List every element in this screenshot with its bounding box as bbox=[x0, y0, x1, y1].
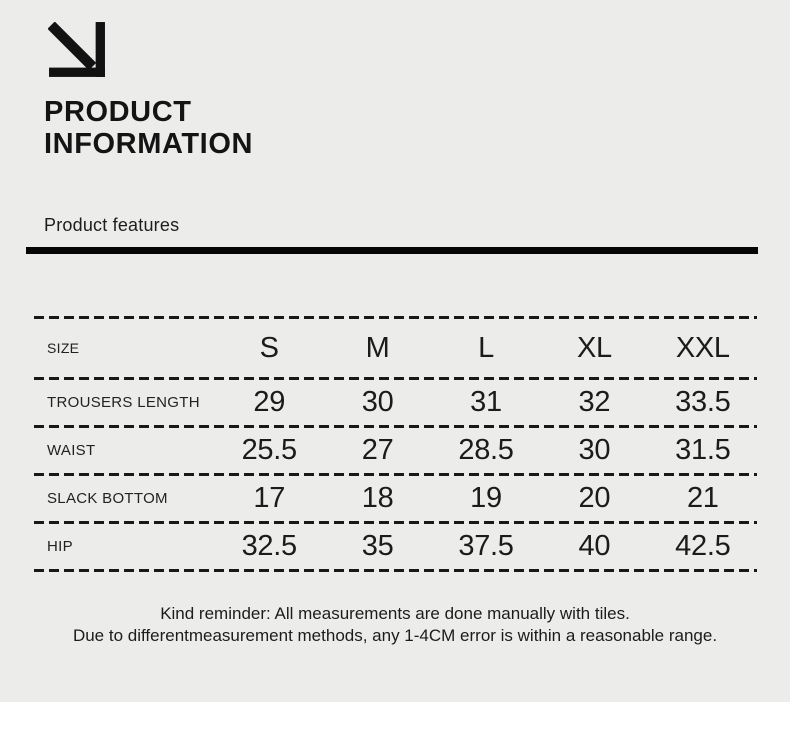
row-label-waist: WAIST bbox=[47, 442, 96, 459]
hip-l: 37.5 bbox=[458, 530, 514, 562]
product-information-panel: PRODUCT INFORMATION Product features SIZ… bbox=[0, 0, 790, 702]
row-label-trousers-length: TROUSERS LENGTH bbox=[47, 394, 200, 411]
column-header-xxl: XXL bbox=[675, 331, 730, 364]
size-chart-table: SIZE S M L XL XXL TROUSERS LENGTH 29 30 … bbox=[34, 316, 757, 572]
trousers-length-m: 30 bbox=[361, 386, 394, 418]
dashed-divider bbox=[34, 377, 757, 380]
table-row-waist: WAIST 25.5 27 28.5 30 31.5 bbox=[34, 428, 757, 473]
column-header-xl: XL bbox=[576, 331, 612, 364]
table-row-trousers-length: TROUSERS LENGTH 29 30 31 32 33.5 bbox=[34, 380, 757, 425]
arrow-down-right-icon bbox=[47, 21, 106, 78]
section-divider bbox=[26, 247, 758, 254]
table-row-slack-bottom: SLACK BOTTOM 17 18 19 20 21 bbox=[34, 476, 757, 521]
column-header-m: M bbox=[365, 331, 390, 364]
kind-reminder-note: Kind reminder: All measurements are done… bbox=[0, 603, 790, 646]
dashed-divider bbox=[34, 425, 757, 428]
row-label-hip: HIP bbox=[47, 538, 73, 555]
page-title-line2: INFORMATION bbox=[44, 128, 254, 160]
waist-xl: 30 bbox=[578, 434, 611, 466]
reminder-line1: Kind reminder: All measurements are done… bbox=[160, 604, 630, 623]
waist-m: 27 bbox=[361, 434, 394, 466]
page-title-line1: PRODUCT bbox=[44, 96, 192, 128]
hip-xl: 40 bbox=[578, 530, 611, 562]
column-header-size: SIZE bbox=[47, 340, 80, 356]
waist-l: 28.5 bbox=[458, 434, 514, 466]
waist-s: 25.5 bbox=[241, 434, 298, 466]
hip-xxl: 42.5 bbox=[675, 530, 731, 562]
slack-bottom-l: 19 bbox=[470, 482, 502, 514]
slack-bottom-m: 18 bbox=[361, 482, 394, 514]
size-chart-header-row: SIZE S M L XL XXL bbox=[34, 319, 757, 377]
reminder-line2: Due to differentmeasurement methods, any… bbox=[72, 625, 718, 645]
hip-m: 35 bbox=[361, 530, 394, 562]
trousers-length-s: 29 bbox=[253, 386, 286, 418]
dashed-divider bbox=[34, 316, 757, 319]
slack-bottom-s: 17 bbox=[253, 482, 286, 514]
dashed-divider bbox=[34, 473, 757, 476]
slack-bottom-xl: 20 bbox=[578, 482, 611, 514]
waist-xxl: 31.5 bbox=[675, 434, 731, 466]
dashed-divider bbox=[34, 521, 757, 524]
trousers-length-xl: 32 bbox=[578, 386, 611, 418]
page-title: PRODUCT INFORMATION bbox=[44, 96, 253, 160]
column-header-s: S bbox=[259, 331, 279, 364]
column-header-l: L bbox=[478, 331, 494, 364]
slack-bottom-xxl: 21 bbox=[686, 482, 719, 514]
trousers-length-xxl: 33.5 bbox=[675, 386, 731, 418]
product-features-label: Product features bbox=[44, 215, 180, 235]
row-label-slack-bottom: SLACK BOTTOM bbox=[47, 490, 168, 507]
trousers-length-l: 31 bbox=[470, 386, 502, 418]
dashed-divider bbox=[34, 569, 757, 572]
table-row-hip: HIP 32.5 35 37.5 40 42.5 bbox=[34, 524, 757, 569]
hip-s: 32.5 bbox=[241, 530, 298, 562]
